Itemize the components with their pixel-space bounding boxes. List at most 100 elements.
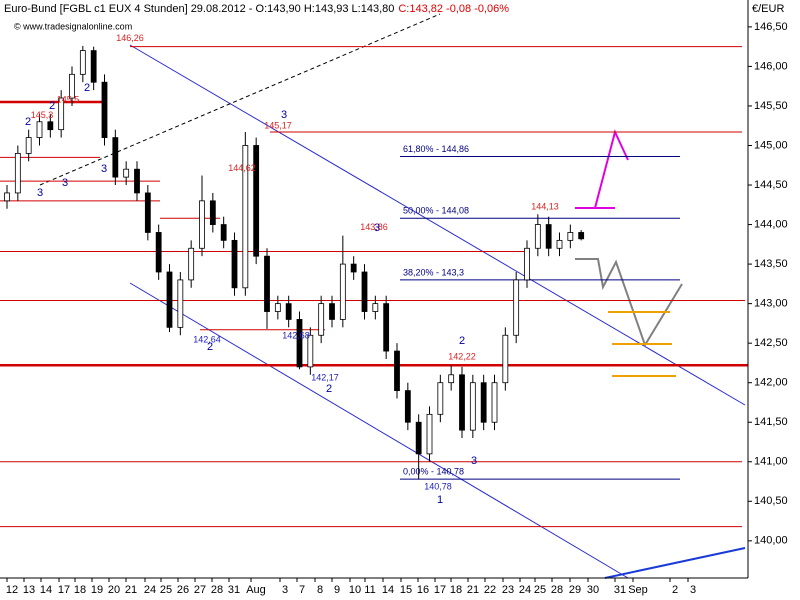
candle-body (513, 279, 520, 336)
x-tick-label: 17 (58, 584, 70, 596)
x-tick-label: 13 (23, 584, 35, 596)
wave-label: 3 (374, 222, 380, 234)
y-tick-label: 142,50 (754, 337, 788, 349)
x-tick-label: 28 (551, 584, 563, 596)
candle-body (36, 121, 43, 138)
x-tick-label: 12 (6, 584, 18, 596)
candle-body (491, 382, 498, 423)
x-tick-label: 20 (108, 584, 120, 596)
fib-label: 50,00% - 144,08 (403, 206, 469, 216)
candle-body (177, 279, 184, 328)
x-tick-label: 3 (282, 584, 288, 596)
y-tick-label: 142,00 (754, 377, 788, 389)
wave-label: 3 (101, 163, 107, 175)
x-tick-label: 11 (364, 584, 375, 596)
wave-label: 2 (25, 116, 31, 128)
candle-body (307, 334, 314, 368)
price-label: 145,17 (264, 120, 292, 130)
x-tick-label: 29 (569, 584, 581, 596)
candle-body (404, 390, 411, 423)
x-tick-label: 14 (40, 584, 52, 596)
candle-body (90, 50, 97, 83)
price-label: 142,22 (448, 352, 476, 362)
y-tick-label: 145,00 (754, 139, 788, 151)
x-tick-label: 31 (228, 584, 240, 596)
price-label: 145,5 (57, 94, 80, 104)
x-tick-label: 22 (484, 584, 496, 596)
candle-body (524, 247, 530, 281)
x-tick-label: 2 (672, 584, 678, 596)
candle-body (329, 303, 335, 320)
candle-body (14, 152, 21, 194)
candle-body (556, 239, 563, 249)
y-axis-label: €/EUR (752, 3, 784, 15)
x-tick-label: 18 (74, 584, 86, 596)
y-tick-label: 144,00 (754, 218, 788, 230)
long-trend (604, 547, 746, 579)
candle-body (166, 271, 173, 328)
y-tick-label: 143,50 (754, 258, 788, 270)
x-tick-label: 9 (334, 584, 340, 596)
x-tick-label: Aug (246, 584, 266, 596)
candle-body (253, 145, 260, 257)
candle-body (79, 50, 86, 75)
forecast-gray (575, 258, 683, 348)
x-tick-label: 18 (450, 584, 462, 596)
wave-label: 2 (49, 100, 55, 112)
x-tick-label: 25 (534, 584, 546, 596)
candle-body (437, 382, 444, 415)
x-tick-label: 7 (299, 584, 305, 596)
y-tick-label: 140,00 (754, 535, 788, 547)
candle-body (578, 232, 585, 240)
title-text: Euro-Bund [FGBL c1 EUX 4 Stunden] 29.08.… (4, 3, 394, 15)
price-label: 142,68 (282, 330, 310, 340)
y-tick-label: 141,50 (754, 416, 788, 428)
price-label: 145,3 (31, 110, 54, 120)
candle-body (448, 374, 455, 384)
candle-body (220, 224, 227, 241)
candle-body (545, 224, 552, 249)
candle-body (469, 382, 476, 431)
wave-label: 2 (84, 82, 90, 94)
candle-body (567, 232, 574, 241)
candle-body (264, 255, 270, 312)
candle-body (101, 81, 108, 138)
x-tick-label: 10 (349, 584, 361, 596)
candle-body (339, 263, 346, 320)
wave-label: 3 (37, 187, 43, 199)
price-label: 142,17 (311, 373, 339, 383)
y-tick-label: 140,50 (754, 495, 788, 507)
y-tick-label: 141,00 (754, 456, 788, 468)
candle-body (4, 192, 10, 202)
x-tick-label: 26 (177, 584, 189, 596)
candle-body (361, 271, 368, 312)
candle-body (112, 137, 119, 178)
y-tick-label: 145,50 (754, 100, 788, 112)
candle-body (47, 121, 54, 131)
x-tick-label: 8 (317, 584, 323, 596)
last-quote: C:143,82 -0,08 -0,06% (398, 3, 509, 15)
x-tick-label: 24 (144, 584, 156, 596)
x-tick-label: 3 (690, 584, 696, 596)
candle-body (144, 192, 151, 233)
candle-body (426, 413, 433, 455)
y-tick-label: 146,50 (754, 21, 788, 33)
candle-body (459, 374, 465, 431)
candle-body (372, 303, 379, 312)
x-tick-label: 15 (400, 584, 412, 596)
x-tick-label: 25 (160, 584, 172, 596)
x-tick-label: 24 (519, 584, 531, 596)
x-tick-label: 21 (467, 584, 479, 596)
x-tick-label: 19 (91, 584, 103, 596)
wave-label: 2 (207, 341, 213, 353)
x-tick-label: 16 (417, 584, 429, 596)
x-tick-label: 31 (614, 584, 626, 596)
price-label: 143,86 (360, 222, 388, 232)
x-tick-label: 21 (125, 584, 137, 596)
candle-body (394, 350, 400, 392)
candle-body (383, 303, 390, 352)
wave-label: 3 (471, 455, 477, 467)
candle-body (231, 239, 238, 289)
candle-body (188, 247, 195, 281)
